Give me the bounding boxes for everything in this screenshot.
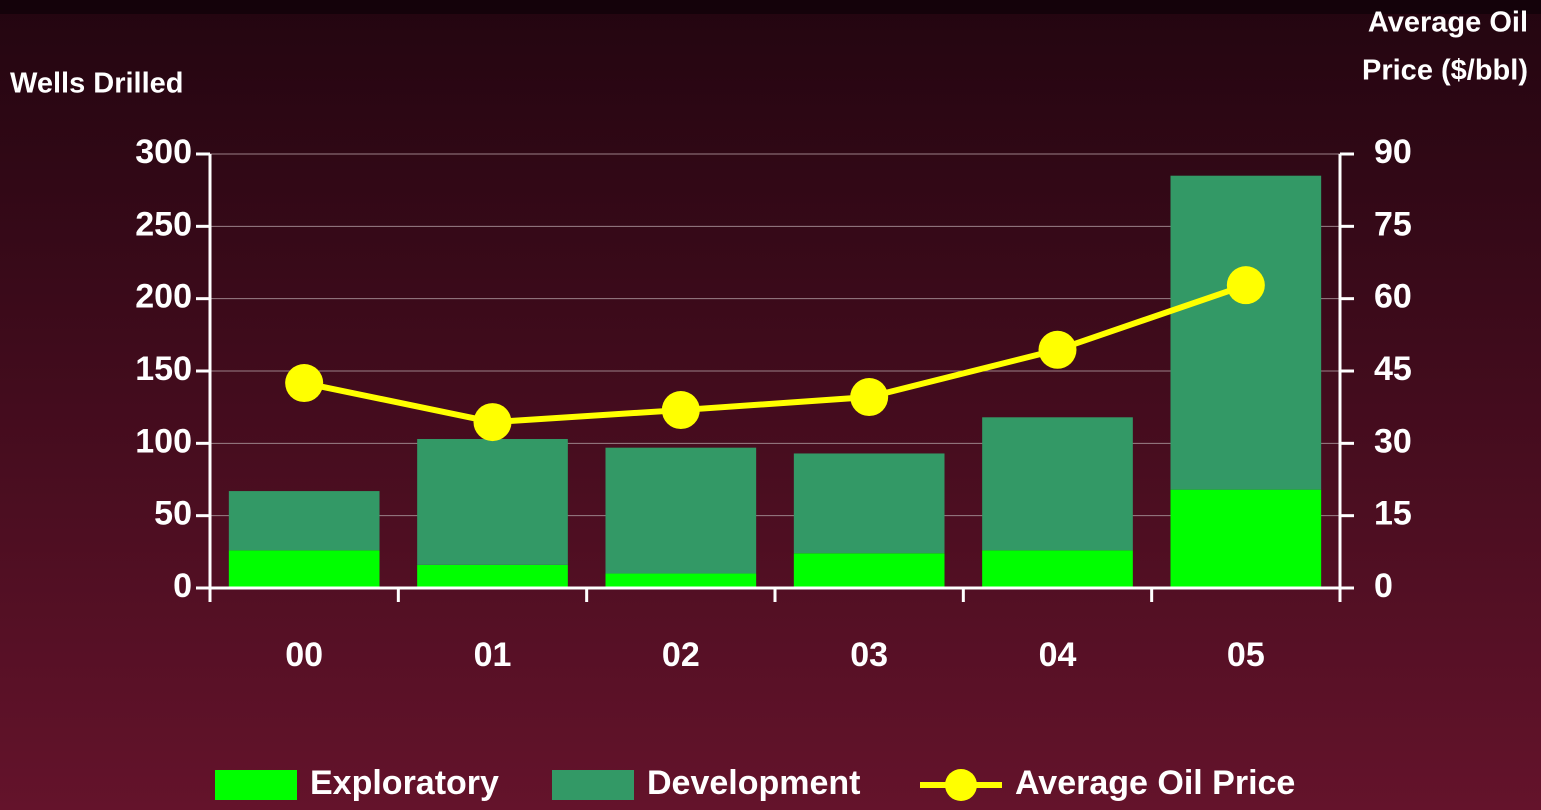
bar <box>417 438 568 565</box>
line-marker <box>661 391 700 430</box>
y-tick-label: 50 <box>154 495 192 533</box>
legend-label: Development <box>647 764 861 802</box>
legend-label: Exploratory <box>310 764 499 802</box>
bar <box>982 550 1133 588</box>
y-axis-title: Wells Drilled <box>10 68 184 100</box>
y2-axis-title: Average Oil <box>1368 7 1528 39</box>
y2-tick-label: 45 <box>1374 350 1412 388</box>
line-marker <box>850 378 889 417</box>
y2-tick-label: 90 <box>1374 133 1412 171</box>
y2-tick-label: 60 <box>1374 278 1412 316</box>
y2-tick-label: 0 <box>1374 567 1393 605</box>
legend-swatch <box>552 770 634 800</box>
line-marker <box>1226 266 1265 305</box>
x-tick-label: 02 <box>662 636 700 674</box>
bar <box>982 417 1133 551</box>
y2-axis-title: Price ($/bbl) <box>1362 55 1528 87</box>
bar <box>417 564 568 588</box>
x-tick-label: 05 <box>1227 636 1265 674</box>
y-tick-label: 150 <box>135 350 192 388</box>
legend-label: Average Oil Price <box>1015 764 1295 802</box>
y-tick-label: 100 <box>135 422 192 460</box>
y-tick-label: 200 <box>135 278 192 316</box>
bar <box>228 491 380 551</box>
y-tick-label: 250 <box>135 205 192 243</box>
line-marker <box>1038 330 1077 369</box>
bar <box>605 447 757 574</box>
x-tick-label: 04 <box>1039 636 1077 674</box>
y-tick-label: 300 <box>135 133 192 171</box>
line-marker <box>473 403 512 442</box>
legend-marker <box>945 769 977 801</box>
x-tick-label: 01 <box>474 636 512 674</box>
bar <box>793 553 945 588</box>
legend-swatch <box>215 770 297 800</box>
x-tick-label: 00 <box>285 636 323 674</box>
bar <box>228 550 380 588</box>
bar <box>793 453 945 554</box>
line <box>303 282 1247 426</box>
y2-tick-label: 30 <box>1374 422 1412 460</box>
y-tick-label: 0 <box>173 567 192 605</box>
top-strip <box>0 0 1541 14</box>
line-marker <box>285 364 324 403</box>
bar <box>1170 175 1322 490</box>
bar <box>605 573 757 588</box>
bar <box>1170 489 1322 588</box>
y2-tick-label: 75 <box>1374 205 1412 243</box>
y2-tick-label: 15 <box>1374 495 1412 533</box>
x-tick-label: 03 <box>850 636 888 674</box>
